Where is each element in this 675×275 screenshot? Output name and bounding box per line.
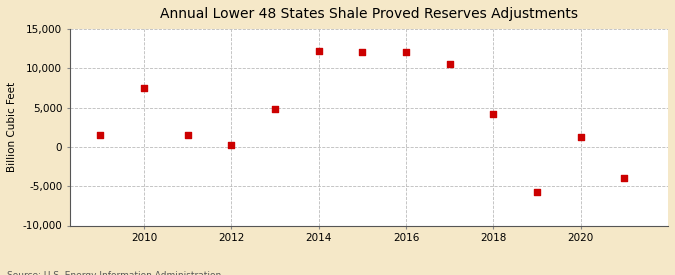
Point bbox=[357, 50, 368, 54]
Point bbox=[270, 107, 281, 111]
Point bbox=[532, 190, 543, 195]
Text: Source: U.S. Energy Information Administration: Source: U.S. Energy Information Administ… bbox=[7, 271, 221, 275]
Point bbox=[182, 133, 193, 137]
Point bbox=[401, 50, 412, 54]
Y-axis label: Billion Cubic Feet: Billion Cubic Feet bbox=[7, 82, 17, 172]
Point bbox=[226, 142, 237, 147]
Point bbox=[139, 86, 150, 90]
Point bbox=[313, 49, 324, 53]
Title: Annual Lower 48 States Shale Proved Reserves Adjustments: Annual Lower 48 States Shale Proved Rese… bbox=[160, 7, 578, 21]
Point bbox=[95, 133, 106, 137]
Point bbox=[444, 62, 455, 67]
Point bbox=[619, 176, 630, 181]
Point bbox=[575, 135, 586, 140]
Point bbox=[488, 112, 499, 116]
